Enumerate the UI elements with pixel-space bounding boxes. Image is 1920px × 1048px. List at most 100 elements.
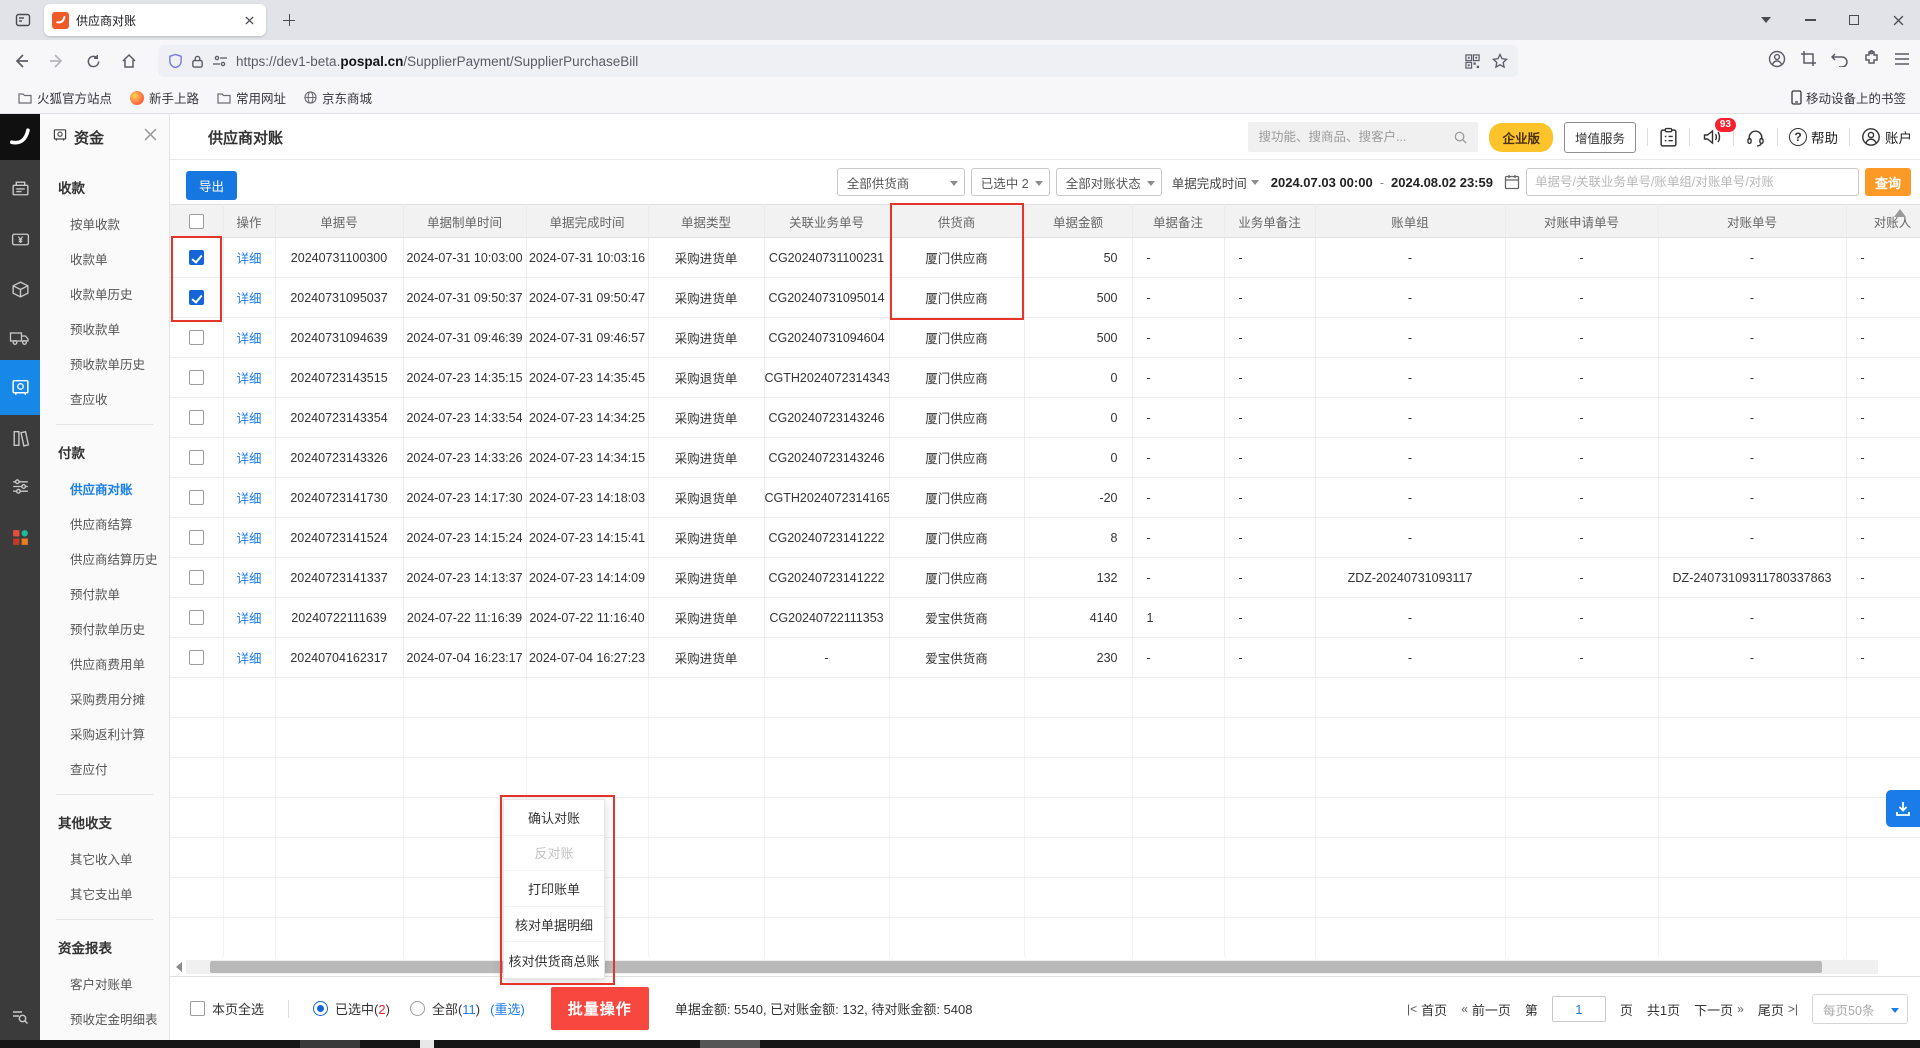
- time-type-select[interactable]: 单据完成时间: [1168, 168, 1265, 196]
- row-checkbox[interactable]: [188, 490, 204, 506]
- page-size-select[interactable]: 每页50条: [1812, 994, 1908, 1024]
- permissions-icon[interactable]: [212, 54, 228, 68]
- sidebar-item[interactable]: 其它支出单: [70, 888, 133, 902]
- sidebar-item[interactable]: 查应收: [70, 393, 108, 407]
- url-bar[interactable]: https://dev1-beta.pospal.cn/SupplierPaym…: [158, 45, 1518, 77]
- vas-button[interactable]: 增值服务: [1563, 121, 1636, 153]
- new-tab-button[interactable]: [276, 7, 302, 33]
- page-number-input[interactable]: [1551, 996, 1606, 1022]
- sidebar-item[interactable]: 查应付: [70, 763, 108, 777]
- table-row[interactable]: 详细 20240723141524 2024-07-23 14:15:24 2024-…: [170, 517, 1920, 558]
- sidebar-item[interactable]: 采购返利计算: [70, 728, 146, 742]
- row-checkbox[interactable]: [188, 530, 204, 546]
- sidebar-item[interactable]: 供应商费用单: [70, 658, 146, 672]
- menu-icon[interactable]: [1894, 52, 1910, 71]
- detail-link[interactable]: 详细: [236, 412, 262, 426]
- sidebar-item[interactable]: 收款单: [70, 253, 108, 267]
- table-row[interactable]: 详细 20240731095037 2024-07-31 09:50:37 2024-…: [170, 277, 1920, 318]
- lock-icon[interactable]: [191, 54, 204, 69]
- delivery-module-icon[interactable]: [0, 316, 40, 360]
- account-icon[interactable]: [1768, 50, 1786, 73]
- receipt-module-icon[interactable]: [0, 167, 40, 211]
- tracking-shield-icon[interactable]: [168, 53, 183, 69]
- detail-link[interactable]: 详细: [236, 492, 262, 506]
- sidebar-item[interactable]: 预收款单历史: [70, 358, 146, 372]
- detail-link[interactable]: 详细: [236, 252, 262, 266]
- context-menu-item[interactable]: 打印账单: [504, 871, 604, 907]
- next-page-button[interactable]: 下一页»: [1694, 1002, 1744, 1018]
- supplier-filter-select[interactable]: 全部供货商: [836, 168, 965, 196]
- row-checkbox[interactable]: [188, 290, 204, 306]
- bookmark-item[interactable]: 常用网址: [217, 88, 286, 107]
- mobile-bookmarks[interactable]: 移动设备上的书签: [1791, 88, 1906, 107]
- reports-module-icon[interactable]: [0, 416, 40, 460]
- browser-tab[interactable]: 供应商对账: [44, 4, 266, 36]
- settings-module-icon[interactable]: [0, 464, 40, 508]
- bookmark-star-icon[interactable]: [1492, 53, 1508, 69]
- row-checkbox[interactable]: [188, 370, 204, 386]
- sidebar-item[interactable]: 供应商结算历史: [70, 553, 158, 567]
- undo-icon[interactable]: [1830, 51, 1849, 72]
- sidebar-item[interactable]: 收款单历史: [70, 288, 133, 302]
- global-search[interactable]: [1248, 122, 1479, 152]
- url-text[interactable]: https://dev1-beta.pospal.cn/SupplierPaym…: [236, 53, 639, 69]
- minimize-button[interactable]: [1788, 0, 1832, 40]
- keyword-input[interactable]: [1525, 168, 1859, 196]
- detail-link[interactable]: 详细: [236, 532, 262, 546]
- global-search-input[interactable]: [1258, 130, 1454, 144]
- sidebar-item[interactable]: 按单收款: [70, 218, 121, 232]
- all-radio[interactable]: 全部(11): [409, 999, 480, 1018]
- tab-close-icon[interactable]: [240, 11, 258, 29]
- bookmark-item[interactable]: 火狐官方站点: [18, 88, 112, 107]
- table-row[interactable]: 详细 20240722111639 2024-07-22 11:16:39 2024-…: [170, 597, 1920, 638]
- account-button[interactable]: 账户: [1861, 127, 1912, 147]
- sidebar-item[interactable]: 客户对账单: [70, 978, 133, 992]
- sidebar-close-icon[interactable]: [144, 128, 157, 146]
- calendar-icon[interactable]: [1504, 174, 1520, 190]
- scrollbar-handle[interactable]: [210, 961, 1822, 973]
- firefox-view-icon[interactable]: [10, 7, 36, 33]
- sidebar-item[interactable]: 采购费用分摊: [70, 693, 146, 707]
- sidebar-item[interactable]: 供应商结算: [70, 518, 133, 532]
- first-page-button[interactable]: |< 首页: [1407, 1002, 1448, 1018]
- close-window-button[interactable]: [1876, 0, 1920, 40]
- table-row[interactable]: 详细 20240723143354 2024-07-23 14:33:54 2024-…: [170, 397, 1920, 438]
- maximize-button[interactable]: [1832, 0, 1876, 40]
- query-button[interactable]: 查询: [1864, 168, 1911, 196]
- prev-page-button[interactable]: «前一页: [1461, 1002, 1511, 1018]
- sidebar-item[interactable]: 预收款单: [70, 323, 121, 337]
- apps-grid-icon[interactable]: [0, 515, 40, 559]
- last-page-button[interactable]: 尾页 >|: [1757, 1002, 1798, 1018]
- reselect-link[interactable]: (重选): [490, 1002, 525, 1017]
- list-tabs-icon[interactable]: [1744, 0, 1788, 40]
- detail-link[interactable]: 详细: [236, 372, 262, 386]
- sidebar-item[interactable]: 其它收入单: [70, 853, 133, 867]
- row-checkbox[interactable]: [188, 450, 204, 466]
- detail-link[interactable]: 详细: [236, 652, 262, 666]
- context-menu-item[interactable]: 核对单据明细: [504, 906, 604, 943]
- table-row[interactable]: 详细 20240731100300 2024-07-31 10:03:00 2024-…: [170, 237, 1920, 278]
- detail-link[interactable]: 详细: [236, 612, 262, 626]
- product-module-icon[interactable]: [0, 267, 40, 311]
- announcements-icon[interactable]: 93: [1701, 118, 1736, 147]
- extensions-icon[interactable]: [1863, 49, 1880, 72]
- scroll-left-icon[interactable]: [172, 960, 186, 974]
- qr-code-icon[interactable]: [1465, 53, 1480, 69]
- row-checkbox[interactable]: [188, 250, 204, 266]
- export-button[interactable]: 导出: [186, 171, 238, 200]
- status-filter-select[interactable]: 全部对账状态: [1055, 168, 1162, 196]
- date-range[interactable]: 2024.07.03 00:00 - 2024.08.02 23:59: [1271, 174, 1520, 190]
- sidebar-item[interactable]: 预付款单历史: [70, 623, 146, 637]
- edition-badge[interactable]: 企业版: [1489, 122, 1553, 152]
- table-row[interactable]: 详细 20240731094639 2024-07-31 09:46:39 2024-…: [170, 317, 1920, 358]
- scroll-up-icon[interactable]: [1894, 209, 1906, 217]
- reload-icon[interactable]: [78, 46, 108, 76]
- column-header[interactable]: [170, 204, 224, 238]
- search-menu-icon[interactable]: [0, 1006, 40, 1026]
- table-row[interactable]: 详细 20240704162317 2024-07-04 16:23:17 2024-…: [170, 637, 1920, 678]
- horizontal-scrollbar[interactable]: [172, 959, 1878, 975]
- tasks-icon[interactable]: [1659, 127, 1678, 148]
- bookmark-item[interactable]: 京东商城: [304, 88, 372, 107]
- cash-module-icon[interactable]: [0, 217, 40, 261]
- row-checkbox[interactable]: [188, 610, 204, 626]
